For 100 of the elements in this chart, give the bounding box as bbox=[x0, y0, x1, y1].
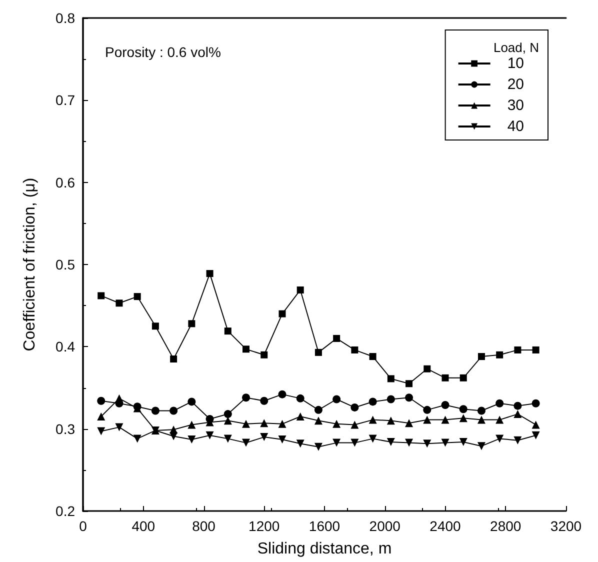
point bbox=[460, 374, 467, 382]
x-tick-label: 3200 bbox=[550, 518, 582, 534]
point bbox=[405, 419, 414, 428]
point bbox=[115, 394, 124, 402]
x-tick-label: 400 bbox=[132, 518, 156, 534]
point bbox=[477, 406, 486, 415]
y-tick-label: 0.3 bbox=[56, 420, 76, 437]
point bbox=[296, 412, 304, 421]
point bbox=[242, 346, 250, 353]
point bbox=[97, 396, 106, 405]
point bbox=[459, 414, 468, 422]
y-tick-label: 0.5 bbox=[56, 256, 76, 272]
point bbox=[514, 402, 522, 410]
point bbox=[242, 438, 250, 447]
point bbox=[296, 440, 304, 448]
point bbox=[115, 423, 124, 432]
point bbox=[206, 270, 214, 278]
point bbox=[405, 438, 414, 447]
point bbox=[242, 394, 250, 402]
point bbox=[98, 292, 105, 300]
point bbox=[514, 346, 522, 354]
point bbox=[224, 434, 232, 443]
x-tick-label: 1200 bbox=[248, 518, 280, 534]
point bbox=[477, 442, 486, 450]
point bbox=[134, 293, 141, 300]
point bbox=[386, 438, 395, 446]
x-tick-label: 2800 bbox=[490, 518, 522, 534]
point bbox=[532, 431, 540, 440]
y-tick-label: 0.7 bbox=[56, 92, 76, 108]
point bbox=[224, 416, 232, 425]
point bbox=[423, 406, 432, 414]
point bbox=[368, 434, 377, 443]
point bbox=[314, 348, 322, 356]
point bbox=[151, 406, 160, 415]
point bbox=[405, 394, 414, 402]
point bbox=[296, 394, 304, 402]
point bbox=[224, 410, 232, 418]
point bbox=[496, 416, 504, 424]
point bbox=[441, 401, 450, 410]
point bbox=[441, 438, 450, 447]
x-tick-label: 0 bbox=[79, 518, 88, 534]
point bbox=[442, 374, 449, 382]
point bbox=[332, 395, 341, 404]
point bbox=[260, 433, 268, 442]
point bbox=[369, 353, 376, 360]
point bbox=[206, 431, 214, 440]
point bbox=[351, 346, 358, 354]
point bbox=[496, 351, 504, 358]
annotation: Porosity : 0.6 vol% bbox=[105, 44, 221, 60]
point bbox=[333, 334, 340, 342]
point bbox=[260, 396, 268, 405]
point bbox=[332, 438, 341, 447]
point bbox=[514, 410, 522, 418]
point bbox=[424, 365, 431, 372]
x-tick-label: 2000 bbox=[369, 518, 401, 534]
point bbox=[350, 403, 359, 412]
point bbox=[332, 420, 341, 428]
point bbox=[188, 398, 196, 406]
point bbox=[278, 420, 286, 428]
point bbox=[97, 427, 106, 436]
point bbox=[496, 399, 504, 408]
point bbox=[532, 399, 540, 408]
point bbox=[459, 405, 468, 414]
point bbox=[278, 310, 286, 318]
point bbox=[116, 300, 123, 307]
y-tick-label: 0.4 bbox=[56, 338, 76, 355]
point bbox=[133, 434, 142, 443]
point bbox=[423, 416, 432, 424]
point bbox=[188, 436, 196, 444]
legend-label: 10 bbox=[507, 55, 524, 72]
point bbox=[386, 416, 395, 425]
point bbox=[459, 438, 468, 446]
point bbox=[170, 406, 178, 415]
point bbox=[260, 351, 268, 358]
legend-label: 40 bbox=[507, 118, 524, 135]
point bbox=[478, 353, 485, 360]
point bbox=[224, 328, 232, 335]
point bbox=[386, 395, 395, 404]
x-axis-title: Sliding distance, m bbox=[257, 540, 392, 558]
x-tick-label: 2400 bbox=[430, 518, 462, 534]
point bbox=[441, 416, 450, 424]
point bbox=[314, 406, 322, 414]
y-axis-title: Coefficient of friction, (μ) bbox=[22, 178, 38, 352]
point bbox=[170, 432, 178, 440]
point bbox=[260, 419, 268, 428]
point bbox=[368, 398, 377, 406]
point bbox=[368, 416, 377, 424]
point bbox=[350, 420, 359, 429]
point bbox=[296, 286, 304, 294]
point bbox=[387, 375, 394, 382]
x-tick-label: 1600 bbox=[308, 518, 340, 534]
point bbox=[496, 434, 504, 443]
point bbox=[423, 440, 432, 448]
point bbox=[477, 416, 486, 424]
point bbox=[242, 420, 250, 428]
point bbox=[278, 436, 286, 444]
point bbox=[170, 355, 178, 362]
y-tick-label: 0.2 bbox=[56, 503, 76, 519]
point bbox=[350, 438, 359, 447]
point bbox=[97, 412, 106, 421]
